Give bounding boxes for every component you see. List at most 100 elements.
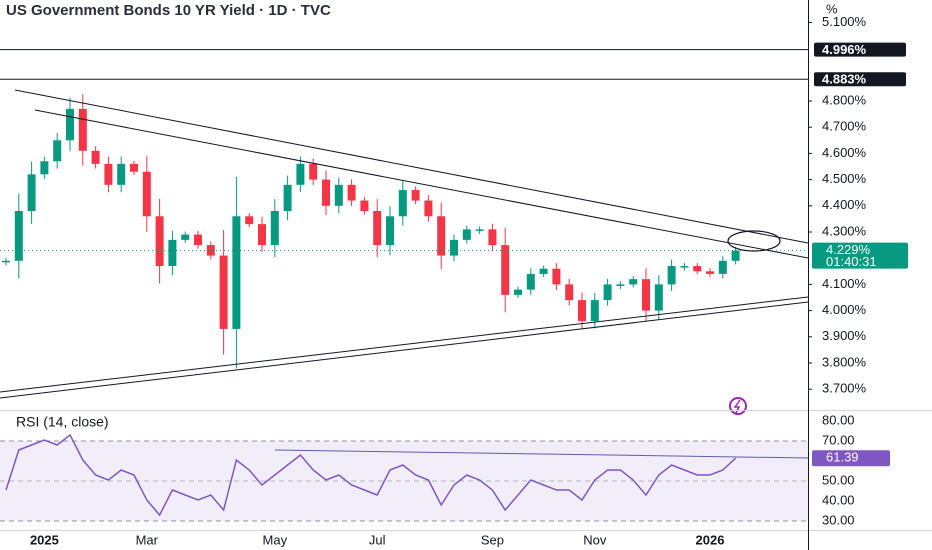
candle: [488, 229, 497, 246]
y-tick-label: 4.100%: [822, 276, 867, 291]
candle: [693, 266, 702, 272]
candle: [270, 211, 279, 246]
rsi-trend-line: [274, 449, 809, 459]
rsi-tick-label: 40.00: [822, 492, 855, 507]
candle: [706, 271, 714, 274]
candle: [283, 184, 292, 212]
title-bg: [0, 0, 520, 22]
x-tick-label: Mar: [136, 532, 159, 547]
candle: [501, 245, 510, 295]
candle: [194, 234, 202, 246]
x-tick-label: 2025: [30, 532, 59, 547]
icon[interactable]: [729, 397, 747, 415]
candle: [181, 234, 190, 240]
rsi-line: [5, 433, 737, 517]
y-tick-label: 4.400%: [822, 197, 867, 212]
trend-line: [14, 89, 809, 244]
rsi-band: [0, 441, 808, 521]
candle: [667, 266, 676, 285]
candle: [14, 211, 23, 261]
candle: [565, 284, 574, 301]
candle: [475, 229, 484, 231]
candle: [117, 163, 126, 185]
candle: [373, 211, 382, 246]
candle: [680, 266, 689, 268]
x-tick-label: Jul: [369, 532, 386, 547]
trend-line: [0, 301, 809, 399]
price-label: 4.229%: [826, 242, 871, 257]
y-tick-label: 3.700%: [822, 381, 867, 396]
candle: [130, 163, 138, 172]
x-tick-label: Nov: [583, 532, 607, 547]
candle: [578, 300, 586, 322]
candle: [590, 300, 599, 322]
candle: [642, 279, 650, 311]
axis-unit: %: [826, 1, 838, 16]
rsi-label: 61.39: [826, 450, 859, 465]
candle: [539, 268, 548, 274]
chart-title: US Government Bonds 10 YR Yield · 1D · T…: [6, 2, 331, 19]
candle: [398, 190, 407, 217]
candle: [245, 216, 254, 225]
y-tick-label: 5.100%: [822, 14, 867, 29]
candle: [718, 260, 727, 274]
y-tick-label: 3.900%: [822, 328, 867, 343]
candle: [53, 140, 62, 162]
candle: [309, 163, 318, 180]
trend-line: [34, 109, 809, 259]
candle: [258, 224, 266, 246]
level-label-bg: [814, 42, 906, 57]
candle: [386, 216, 394, 246]
candle: [168, 239, 177, 267]
level-label: 4.996%: [822, 42, 867, 57]
y-tick-label: 4.600%: [822, 145, 867, 160]
candle: [104, 163, 113, 185]
y-tick-label: 4.800%: [822, 92, 867, 107]
candle: [66, 108, 74, 141]
candle: [2, 260, 10, 263]
candle: [462, 229, 471, 240]
candle: [603, 284, 612, 301]
x-tick-label: May: [263, 532, 288, 547]
candle: [142, 171, 151, 217]
countdown: 01:40:31: [826, 254, 877, 269]
candle: [526, 273, 535, 290]
candle: [731, 250, 740, 261]
candle: [411, 190, 420, 201]
price-label-bg: [812, 242, 908, 269]
rsi-label-bg: [812, 450, 890, 467]
trend-line: [0, 296, 809, 393]
candle: [552, 268, 561, 285]
candle: [40, 161, 49, 175]
candle: [232, 216, 241, 329]
candle: [322, 179, 330, 206]
candle: [78, 108, 87, 151]
highlight-ellipse: [727, 230, 781, 252]
candle: [654, 284, 663, 311]
x-tick-label: 2026: [696, 532, 725, 547]
rsi-tick-label: 80.00: [822, 412, 855, 427]
y-tick-label: 4.300%: [822, 223, 867, 238]
y-tick-label: 4.500%: [822, 171, 867, 186]
level-label-bg: [814, 72, 906, 87]
rsi-tick-label: 70.00: [822, 432, 855, 447]
rsi-tick-label: 50.00: [822, 472, 855, 487]
level-label: 4.883%: [822, 72, 867, 87]
x-tick-label: Sep: [481, 532, 504, 547]
candle: [629, 279, 638, 285]
candle: [514, 289, 522, 295]
rsi-title: RSI (14, close): [16, 414, 109, 430]
y-tick-label: 3.800%: [822, 354, 867, 369]
candle: [450, 239, 458, 256]
candle: [27, 174, 36, 212]
candle: [155, 216, 164, 267]
y-tick-label: 4.000%: [822, 302, 867, 317]
rsi-tick-label: 30.00: [822, 512, 855, 527]
y-tick-label: 4.700%: [822, 119, 867, 134]
candle: [91, 150, 100, 164]
candle: [206, 245, 215, 256]
candle: [334, 184, 343, 206]
candle: [347, 184, 356, 201]
